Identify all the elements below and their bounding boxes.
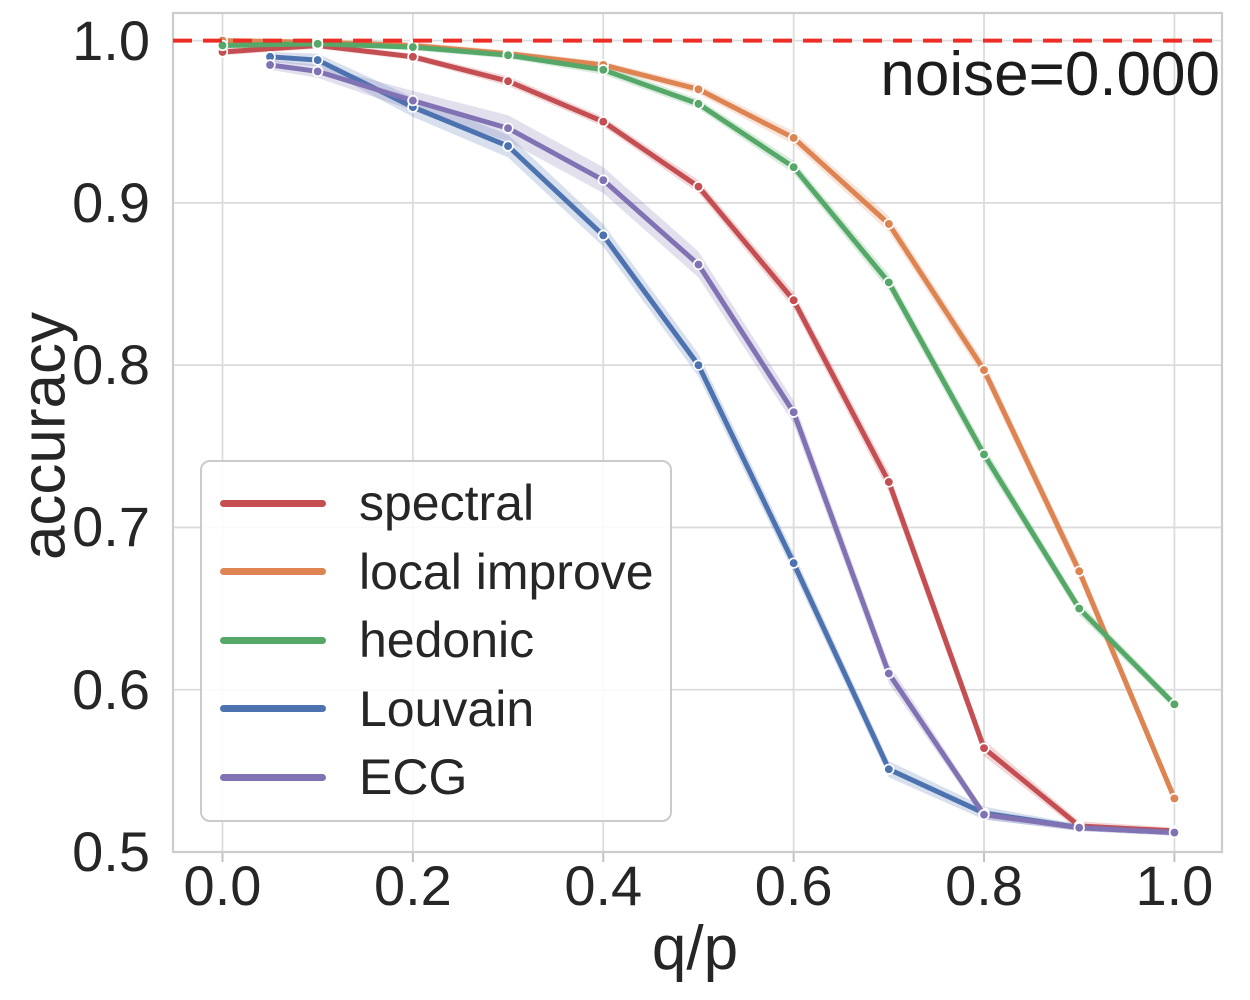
marker-hedonic — [978, 448, 990, 461]
marker-spectral — [692, 180, 705, 193]
marker-ECG — [407, 94, 419, 107]
legend-item-hedonic: hedonic — [220, 615, 660, 665]
marker-ECG — [1168, 826, 1181, 839]
y-axis-label: accuracy — [9, 311, 79, 561]
x-tick-label: 1.0 — [1135, 854, 1214, 917]
marker-Louvain — [502, 140, 514, 152]
marker-ECG — [597, 174, 609, 186]
x-tick-label: 0.0 — [183, 854, 262, 917]
legend-line-sample-Louvain — [220, 705, 326, 712]
x-tick-label: 0.6 — [754, 854, 833, 917]
legend-label-ECG: ECG — [359, 749, 468, 805]
x-tick-label: 0.8 — [945, 854, 1023, 917]
marker-hedonic — [407, 41, 419, 53]
marker-spectral — [787, 294, 800, 306]
marker-hedonic — [787, 161, 800, 173]
marker-spectral — [502, 75, 514, 87]
marker-local-improve — [1168, 792, 1181, 805]
legend-label-spectral: spectral — [359, 475, 535, 531]
y-tick-label: 0.7 — [72, 495, 150, 559]
legend-line-sample-spectral — [220, 499, 326, 507]
marker-Louvain — [597, 229, 609, 241]
legend-item-local-improve: local improve — [220, 547, 660, 597]
marker-hedonic — [312, 38, 324, 50]
marker-local-improve — [1073, 565, 1085, 577]
marker-local-improve — [787, 132, 800, 144]
legend-item-spectral: spectral — [220, 478, 660, 528]
marker-ECG — [692, 258, 705, 271]
marker-hedonic — [1073, 602, 1085, 615]
plot-border — [171, 11, 1224, 854]
marker-ECG — [978, 809, 990, 821]
marker-spectral — [883, 476, 895, 488]
marker-ECG — [264, 59, 276, 71]
x-tick-label: 0.2 — [373, 854, 452, 917]
marker-spectral — [597, 116, 609, 128]
legend-line-sample-hedonic — [220, 636, 326, 644]
y-tick-label: 0.6 — [72, 657, 150, 721]
marker-hedonic — [502, 49, 514, 61]
legend: spectral local improve hedonic Louvain ECG — [200, 460, 672, 822]
legend-line-sample-ECG — [220, 773, 326, 781]
legend-item-Louvain: Louvain — [220, 684, 660, 734]
legend-line-sample-local-improve — [220, 568, 326, 575]
marker-ECG — [502, 122, 514, 134]
y-tick-label: 0.5 — [72, 820, 150, 883]
marker-ECG — [312, 65, 324, 78]
x-tick-label: 0.4 — [564, 854, 643, 917]
marker-ECG — [883, 667, 895, 680]
noise-annotation: noise=0.000 — [880, 40, 1220, 109]
marker-hedonic — [216, 39, 229, 52]
legend-label-hedonic: hedonic — [359, 612, 535, 668]
marker-local-improve — [692, 83, 705, 95]
legend-item-ECG: ECG — [220, 752, 660, 802]
marker-hedonic — [1168, 698, 1181, 710]
marker-hedonic — [597, 64, 609, 76]
marker-spectral — [978, 742, 990, 754]
marker-spectral — [407, 51, 419, 63]
marker-hedonic — [883, 276, 895, 289]
marker-local-improve — [883, 218, 895, 230]
legend-label-local-improve: local improve — [359, 543, 654, 600]
marker-Louvain — [692, 359, 705, 371]
marker-Louvain — [787, 557, 800, 569]
y-tick-label: 0.9 — [72, 170, 150, 234]
legend-label-Louvain: Louvain — [359, 680, 535, 737]
y-tick-label: 1.0 — [72, 8, 150, 72]
marker-Louvain — [312, 54, 324, 66]
marker-hedonic — [692, 98, 705, 110]
marker-ECG — [787, 406, 800, 418]
marker-local-improve — [978, 364, 990, 376]
marker-Louvain — [883, 763, 895, 775]
y-tick-label: 0.8 — [72, 333, 150, 397]
x-axis-label: q/p — [651, 914, 739, 983]
marker-ECG — [1073, 822, 1085, 834]
